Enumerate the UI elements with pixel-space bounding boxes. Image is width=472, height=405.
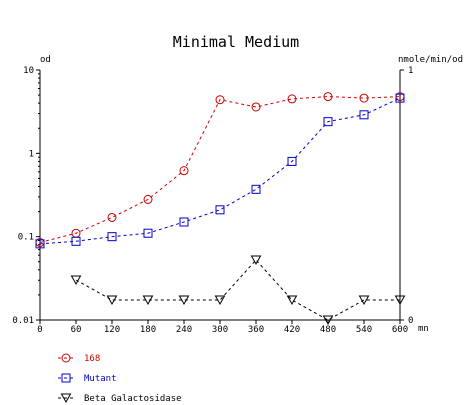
data-point-beta-galactosidase bbox=[358, 295, 370, 306]
x-tick-label: 480 bbox=[320, 325, 336, 335]
legend-marker bbox=[61, 373, 71, 383]
data-point-168 bbox=[251, 102, 261, 112]
y-right-tick-label: 0 bbox=[408, 316, 413, 326]
data-point-beta-galactosidase bbox=[178, 295, 190, 306]
data-point-mutant bbox=[323, 117, 333, 127]
data-point-beta-galactosidase bbox=[286, 295, 298, 306]
data-point-mutant bbox=[359, 110, 369, 120]
data-point-168 bbox=[287, 94, 297, 104]
series-beta-galactosidase bbox=[70, 255, 406, 326]
series-mutant bbox=[35, 93, 405, 249]
legend: 168 Mutant Beta Galactosidase bbox=[58, 353, 182, 404]
data-point-168 bbox=[143, 194, 153, 204]
y-left-tick-label: 10 bbox=[23, 66, 34, 76]
x-tick-label: 600 bbox=[392, 325, 408, 335]
series-layer bbox=[35, 92, 406, 326]
series-line-168 bbox=[39, 96, 401, 244]
data-point-168 bbox=[323, 92, 333, 102]
series-line-beta-galactosidase bbox=[75, 259, 400, 321]
data-point-mutant bbox=[35, 239, 45, 249]
data-point-168 bbox=[107, 212, 117, 222]
legend-marker bbox=[61, 353, 71, 363]
data-point-beta-galactosidase bbox=[394, 295, 406, 306]
legend-label: Beta Galactosidase bbox=[84, 394, 182, 404]
data-point-mutant bbox=[179, 217, 189, 227]
y-left-tick-label: 0.01 bbox=[12, 316, 34, 326]
y-left-tick-label: 0.1 bbox=[18, 233, 34, 243]
y-right-tick-label: 1 bbox=[408, 66, 413, 76]
x-tick-label: 240 bbox=[176, 325, 192, 335]
data-point-168 bbox=[215, 95, 225, 105]
y-left-tick-label: 1 bbox=[29, 149, 34, 159]
x-tick-label: 420 bbox=[284, 325, 300, 335]
data-point-mutant bbox=[107, 232, 117, 242]
data-point-beta-galactosidase bbox=[250, 255, 262, 266]
data-point-mutant bbox=[251, 184, 261, 194]
chart-title: Minimal Medium bbox=[173, 33, 299, 51]
y-left-axis-label: od bbox=[40, 55, 51, 65]
x-tick-label: 360 bbox=[248, 325, 264, 335]
data-point-mutant bbox=[143, 228, 153, 238]
legend-label: 168 bbox=[84, 354, 100, 364]
x-tick-label: 120 bbox=[104, 325, 120, 335]
data-point-beta-galactosidase bbox=[214, 295, 226, 306]
y-left-ticks: 10 1 0.1 0.01 bbox=[12, 66, 40, 326]
legend-item-mutant: Mutant bbox=[58, 373, 117, 384]
legend-marker bbox=[60, 393, 72, 404]
data-point-168 bbox=[179, 166, 189, 176]
data-point-168 bbox=[359, 93, 369, 103]
data-point-beta-galactosidase bbox=[142, 295, 154, 306]
x-tick-label: 60 bbox=[71, 325, 82, 335]
data-point-mutant bbox=[71, 236, 81, 246]
x-ticks: 0 60 120 180 240 300 360 420 480 540 600 bbox=[37, 320, 408, 335]
legend-label: Mutant bbox=[84, 374, 117, 384]
data-point-beta-galactosidase bbox=[322, 315, 334, 326]
data-point-beta-galactosidase bbox=[106, 295, 118, 306]
y-right-axis-label: nmole/min/od bbox=[398, 55, 463, 65]
data-point-mutant bbox=[287, 156, 297, 166]
series-168 bbox=[35, 92, 405, 248]
data-point-mutant bbox=[395, 93, 405, 103]
data-point-beta-galactosidase bbox=[70, 275, 82, 286]
data-point-mutant bbox=[215, 205, 225, 215]
x-tick-label: 300 bbox=[212, 325, 228, 335]
legend-item-beta-galactosidase: Beta Galactosidase bbox=[58, 393, 182, 404]
series-line-mutant bbox=[39, 97, 401, 245]
y-right-ticks: 10 bbox=[400, 66, 413, 326]
x-tick-label: 0 bbox=[37, 325, 42, 335]
legend-item-168: 168 bbox=[58, 353, 100, 364]
x-axis-label: mn bbox=[418, 324, 429, 334]
x-tick-label: 180 bbox=[140, 325, 156, 335]
x-tick-label: 540 bbox=[356, 325, 372, 335]
